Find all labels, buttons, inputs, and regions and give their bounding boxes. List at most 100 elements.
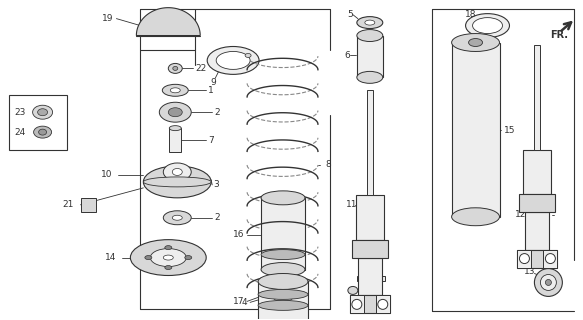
Ellipse shape	[145, 256, 152, 260]
Ellipse shape	[365, 20, 375, 25]
Ellipse shape	[535, 268, 563, 296]
Bar	[261, 198, 305, 269]
Ellipse shape	[258, 300, 308, 310]
Text: 6: 6	[345, 51, 350, 60]
Bar	[358, 258, 382, 295]
Text: 16: 16	[233, 230, 244, 239]
Text: 13: 13	[525, 267, 536, 276]
Text: 22: 22	[195, 64, 206, 73]
Text: 4: 4	[241, 298, 247, 307]
Ellipse shape	[519, 253, 529, 264]
Ellipse shape	[452, 34, 500, 52]
Ellipse shape	[162, 84, 188, 96]
Ellipse shape	[163, 211, 191, 225]
Text: 11: 11	[346, 200, 357, 209]
Ellipse shape	[38, 129, 47, 135]
Text: 5: 5	[347, 10, 353, 19]
Ellipse shape	[38, 109, 48, 116]
Ellipse shape	[173, 168, 182, 175]
Bar	[352, 240, 388, 258]
Ellipse shape	[168, 108, 182, 117]
Text: 9: 9	[210, 78, 216, 87]
Text: 2: 2	[214, 213, 220, 222]
Bar	[518, 250, 557, 268]
Ellipse shape	[131, 240, 206, 276]
Ellipse shape	[173, 67, 178, 70]
Text: 17: 17	[233, 297, 244, 306]
Text: 12: 12	[514, 210, 526, 219]
Text: FR.: FR.	[550, 29, 568, 40]
Ellipse shape	[170, 88, 180, 93]
Text: 20: 20	[373, 287, 384, 296]
Bar	[169, 128, 181, 152]
Ellipse shape	[207, 46, 259, 74]
Bar	[356, 195, 384, 240]
PathPatch shape	[136, 8, 200, 36]
Ellipse shape	[33, 105, 52, 119]
Bar	[525, 212, 549, 250]
Bar	[524, 150, 552, 194]
Text: 1: 1	[208, 86, 214, 95]
Ellipse shape	[545, 279, 552, 285]
Bar	[258, 282, 308, 320]
Ellipse shape	[261, 262, 305, 276]
Text: 19: 19	[103, 14, 114, 23]
Ellipse shape	[540, 275, 556, 291]
Ellipse shape	[466, 14, 510, 37]
Bar	[519, 194, 556, 212]
Ellipse shape	[261, 191, 305, 205]
Ellipse shape	[165, 246, 172, 250]
Ellipse shape	[452, 208, 500, 226]
Ellipse shape	[143, 177, 211, 187]
Ellipse shape	[273, 293, 293, 301]
Text: 21: 21	[62, 200, 74, 209]
Bar	[9, 95, 66, 150]
Ellipse shape	[163, 163, 191, 181]
Text: 10: 10	[100, 171, 112, 180]
Ellipse shape	[545, 253, 556, 264]
Bar	[350, 295, 390, 313]
Ellipse shape	[163, 255, 173, 260]
Text: 14: 14	[106, 253, 117, 262]
Bar	[543, 250, 557, 268]
Ellipse shape	[245, 53, 251, 58]
Bar	[452, 43, 500, 217]
Ellipse shape	[261, 250, 305, 260]
Ellipse shape	[469, 38, 483, 46]
Bar	[518, 250, 532, 268]
Bar	[357, 276, 385, 282]
Ellipse shape	[357, 17, 383, 28]
Ellipse shape	[185, 256, 192, 260]
Ellipse shape	[169, 126, 181, 131]
Ellipse shape	[34, 126, 51, 138]
Ellipse shape	[473, 18, 503, 34]
Text: 8: 8	[325, 160, 331, 170]
Ellipse shape	[348, 286, 358, 294]
Ellipse shape	[143, 166, 211, 198]
Text: 7: 7	[208, 136, 214, 145]
Bar	[80, 198, 96, 212]
Text: 18: 18	[465, 10, 476, 19]
Text: 15: 15	[504, 126, 515, 135]
Bar	[357, 36, 383, 77]
Ellipse shape	[258, 274, 308, 289]
Ellipse shape	[357, 29, 383, 42]
Ellipse shape	[352, 300, 362, 309]
Ellipse shape	[168, 63, 182, 73]
Ellipse shape	[159, 102, 191, 122]
Bar	[367, 90, 373, 195]
Ellipse shape	[165, 266, 172, 269]
Bar	[376, 295, 390, 313]
Ellipse shape	[216, 52, 250, 69]
Ellipse shape	[357, 71, 383, 83]
Bar	[535, 45, 540, 150]
Bar	[350, 295, 364, 313]
Text: 23: 23	[15, 108, 26, 117]
Ellipse shape	[378, 300, 388, 309]
Text: 2: 2	[214, 108, 220, 117]
Text: 3: 3	[213, 180, 219, 189]
Ellipse shape	[259, 288, 307, 306]
Ellipse shape	[258, 289, 308, 300]
Text: 24: 24	[15, 128, 26, 137]
Ellipse shape	[173, 215, 182, 220]
